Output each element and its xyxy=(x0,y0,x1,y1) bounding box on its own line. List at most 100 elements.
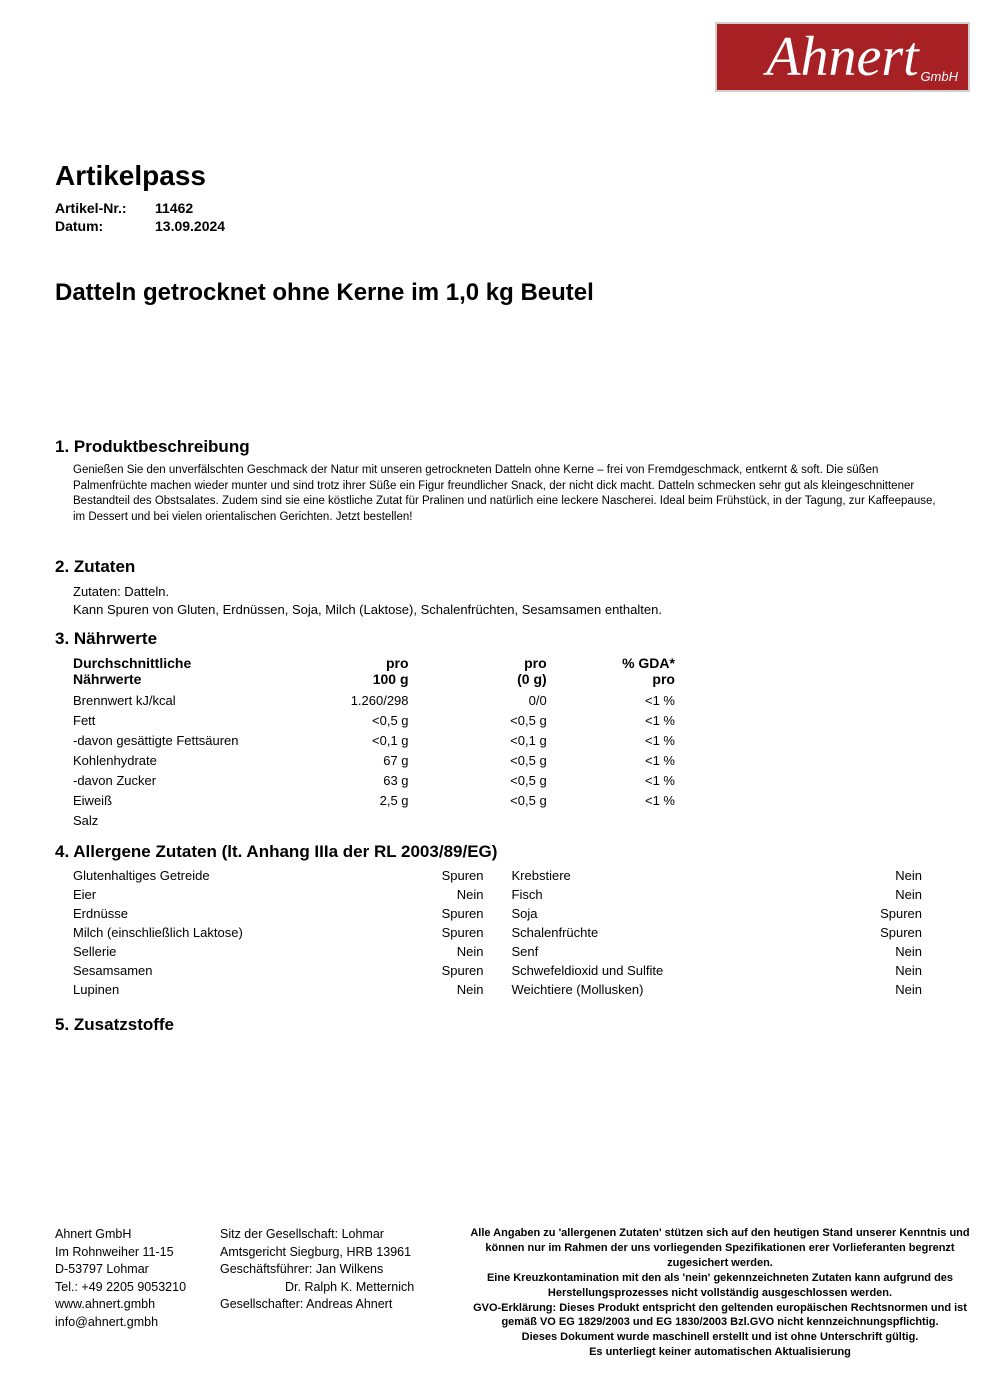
nutri-name: Fett xyxy=(73,713,290,728)
nutri-p100: 2,5 g xyxy=(290,793,408,808)
allergen-row: FischNein xyxy=(512,887,951,902)
footer: Ahnert GmbHIm Rohnweiher 11-15D-53797 Lo… xyxy=(55,1226,970,1360)
ingredients-line2: Kann Spuren von Gluten, Erdnüssen, Soja,… xyxy=(73,601,950,619)
article-value: 11462 xyxy=(155,200,193,216)
allergen-row: SojaSpuren xyxy=(512,906,951,921)
footer-line: Ahnert GmbH xyxy=(55,1226,220,1244)
footer-line: Tel.: +49 2205 9053210 xyxy=(55,1279,220,1297)
nutri-name: Salz xyxy=(73,813,290,828)
allergen-row: SchalenfrüchteSpuren xyxy=(512,925,951,940)
allergen-value: Spuren xyxy=(442,925,484,940)
allergen-row: SenfNein xyxy=(512,944,951,959)
nutri-p100: <0,5 g xyxy=(290,713,408,728)
section-5-title: 5. Zusatzstoffe xyxy=(55,1015,950,1035)
footer-disclaimer-line: Dieses Dokument wurde maschinell erstell… xyxy=(470,1330,970,1345)
nutrition-table: Durchschnittliche Nährwerte pro 100 g pr… xyxy=(55,655,675,828)
allergen-row: Weichtiere (Mollusken) Nein xyxy=(512,982,951,997)
allergen-row: Milch (einschließlich Laktose) Spuren xyxy=(73,925,512,940)
nutri-name: -davon Zucker xyxy=(73,773,290,788)
nutri-p0: <0,1 g xyxy=(409,733,547,748)
allergen-value: Nein xyxy=(457,887,484,902)
date-value: 13.09.2024 xyxy=(155,218,225,234)
ingredients-line1: Zutaten: Datteln. xyxy=(73,583,950,601)
section-1-title: 1. Produktbeschreibung xyxy=(55,437,950,457)
nutri-p100: 1.260/298 xyxy=(290,693,408,708)
nutri-gda: <1 % xyxy=(547,793,675,808)
nh-col4: % GDA* pro xyxy=(547,655,675,687)
nutri-gda: <1 % xyxy=(547,733,675,748)
section-4-title: 4. Allergene Zutaten (lt. Anhang IIIa de… xyxy=(55,842,950,862)
footer-line: Dr. Ralph K. Metternich xyxy=(220,1279,470,1297)
company-logo: Ahnert GmbH xyxy=(715,22,970,92)
allergen-name: Schwefeldioxid und Sulfite xyxy=(512,963,664,978)
allergen-name: Soja xyxy=(512,906,538,921)
section-1-body: Genießen Sie den unverfälschten Geschmac… xyxy=(55,463,950,525)
nutri-p0: <0,5 g xyxy=(409,773,547,788)
nutrition-row: Kohlenhydrate67 g<0,5 g<1 % xyxy=(73,753,675,768)
footer-line: Sitz der Gesellschaft: Lohmar xyxy=(220,1226,470,1244)
footer-line: Gesellschafter: Andreas Ahnert xyxy=(220,1296,470,1314)
allergen-name: Sesamsamen xyxy=(73,963,152,978)
nutri-p0: 0/0 xyxy=(409,693,547,708)
allergen-row: Lupinen Nein xyxy=(73,982,512,997)
nutrition-row: Brennwert kJ/kcal1.260/2980/0<1 % xyxy=(73,693,675,708)
nutri-gda: <1 % xyxy=(547,753,675,768)
nutri-gda: <1 % xyxy=(547,713,675,728)
nutri-p0: <0,5 g xyxy=(409,793,547,808)
nutri-p100 xyxy=(290,813,408,828)
footer-line: D-53797 Lohmar xyxy=(55,1261,220,1279)
allergen-name: Fisch xyxy=(512,887,543,902)
meta-article: Artikel-Nr.: 11462 xyxy=(55,200,950,216)
allergen-name: Weichtiere (Mollusken) xyxy=(512,982,644,997)
allergen-row: Sesamsamen Spuren xyxy=(73,963,512,978)
allergen-value: Spuren xyxy=(442,906,484,921)
allergen-value: Spuren xyxy=(442,963,484,978)
footer-disclaimer-line: GVO-Erklärung: Dieses Produkt entspricht… xyxy=(470,1301,970,1331)
nutri-name: Kohlenhydrate xyxy=(73,753,290,768)
allergen-name: Krebstiere xyxy=(512,868,571,883)
footer-disclaimer: Alle Angaben zu 'allergenen Zutaten' stü… xyxy=(470,1226,970,1360)
product-title: Datteln getrocknet ohne Kerne im 1,0 kg … xyxy=(55,279,950,307)
nutrition-header: Durchschnittliche Nährwerte pro 100 g pr… xyxy=(73,655,675,687)
logo-suffix: GmbH xyxy=(920,69,958,84)
nutri-name: Brennwert kJ/kcal xyxy=(73,693,290,708)
footer-legal: Sitz der Gesellschaft: LohmarAmtsgericht… xyxy=(220,1226,470,1360)
allergen-row: KrebstiereNein xyxy=(512,868,951,883)
allergen-grid: Glutenhaltiges Getreide Spuren Eier Nein Erd… xyxy=(55,868,950,1001)
allergen-value: Nein xyxy=(457,982,484,997)
section-2-body: Zutaten: Datteln. Kann Spuren von Gluten… xyxy=(55,583,950,619)
article-label: Artikel-Nr.: xyxy=(55,200,155,216)
allergen-name: Eier xyxy=(73,887,96,902)
allergen-name: Sellerie xyxy=(73,944,116,959)
document-title: Artikelpass xyxy=(55,160,950,192)
allergen-value: Spuren xyxy=(442,868,484,883)
allergen-value: Nein xyxy=(895,963,922,978)
section-3-title: 3. Nährwerte xyxy=(55,629,950,649)
allergen-name: Senf xyxy=(512,944,539,959)
nutri-p0: <0,5 g xyxy=(409,753,547,768)
nutrition-row: -davon Zucker63 g<0,5 g<1 % xyxy=(73,773,675,788)
allergen-col-left: Glutenhaltiges Getreide Spuren Eier Nein Erd… xyxy=(73,868,512,1001)
nutri-p0 xyxy=(409,813,547,828)
date-label: Datum: xyxy=(55,218,155,234)
footer-disclaimer-line: Es unterliegt keiner automatischen Aktua… xyxy=(470,1345,970,1360)
allergen-name: Lupinen xyxy=(73,982,119,997)
allergen-name: Glutenhaltiges Getreide xyxy=(73,868,210,883)
footer-line: info@ahnert.gmbh xyxy=(55,1314,220,1332)
nutrition-row: Fett<0,5 g<0,5 g<1 % xyxy=(73,713,675,728)
nutri-p100: <0,1 g xyxy=(290,733,408,748)
nutri-name: Eiweiß xyxy=(73,793,290,808)
allergen-name: Milch (einschließlich Laktose) xyxy=(73,925,243,940)
footer-disclaimer-line: Alle Angaben zu 'allergenen Zutaten' stü… xyxy=(470,1226,970,1271)
nutri-gda: <1 % xyxy=(547,773,675,788)
allergen-row: Schwefeldioxid und Sulfite Nein xyxy=(512,963,951,978)
allergen-row: ErdnüsseSpuren xyxy=(73,906,512,921)
footer-address: Ahnert GmbHIm Rohnweiher 11-15D-53797 Lo… xyxy=(55,1226,220,1360)
allergen-row: Eier Nein xyxy=(73,887,512,902)
allergen-col-right: KrebstiereNeinFischNeinSojaSpurenSchalen… xyxy=(512,868,951,1001)
allergen-value: Nein xyxy=(895,982,922,997)
nutrition-row: Eiweiß2,5 g<0,5 g<1 % xyxy=(73,793,675,808)
nutri-p0: <0,5 g xyxy=(409,713,547,728)
nutrition-row: -davon gesättigte Fettsäuren<0,1 g<0,1 g… xyxy=(73,733,675,748)
nutri-p100: 67 g xyxy=(290,753,408,768)
